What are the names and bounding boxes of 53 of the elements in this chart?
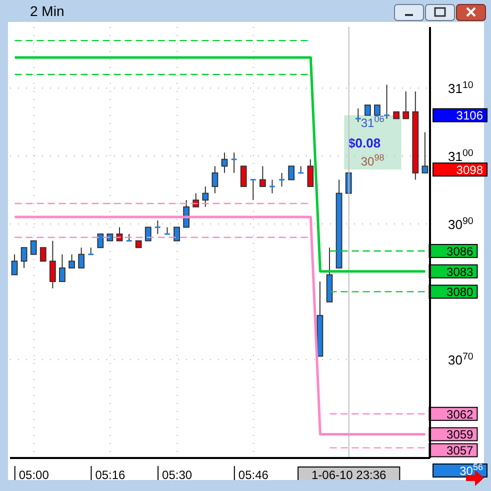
x-tick-label: 05:30 — [162, 468, 192, 482]
text: 3098 — [456, 163, 484, 178]
candlestick — [11, 254, 18, 276]
candlestick — [230, 152, 238, 174]
candlestick — [68, 254, 75, 268]
data-label: 3080 — [446, 285, 474, 300]
x-tick-label: 1-06-10 23:36 — [311, 468, 387, 482]
data-label: 3083 — [446, 264, 474, 279]
candlestick — [49, 240, 56, 289]
chart-title: 2 Min — [30, 3, 64, 19]
candlestick — [364, 104, 371, 116]
candlestick — [164, 226, 171, 235]
candlestick — [402, 90, 410, 120]
candlestick — [354, 108, 362, 123]
candlestick — [154, 220, 162, 235]
candlestick — [374, 104, 380, 116]
candlestick — [40, 247, 46, 262]
candlestick — [250, 178, 257, 201]
annotation: 31$^{06}$ — [360, 114, 384, 130]
candlestick — [278, 172, 286, 188]
candlestick — [202, 186, 209, 208]
y-tick-label: 31$^{10}$ — [448, 80, 474, 96]
x-tick-label: 05:46 — [238, 468, 269, 482]
x-tick-label: 05:16 — [95, 468, 126, 482]
band-label: $0.08 — [348, 135, 381, 150]
candlestick — [78, 247, 85, 268]
candlestick — [192, 192, 200, 208]
candlestick — [383, 84, 390, 120]
candlestick — [422, 132, 428, 174]
candlestick — [212, 166, 218, 194]
candlestick — [307, 158, 314, 188]
candlestick — [240, 166, 247, 188]
candlestick — [144, 226, 152, 242]
text: 30$^{56}$ — [460, 462, 483, 478]
data-label: 3059 — [446, 428, 474, 442]
data-label: 3057 — [446, 444, 474, 458]
annotation: 30$^{98}$ — [360, 152, 384, 169]
y-tick-label: 31$^{00}$ — [448, 147, 474, 164]
text: 3106 — [456, 108, 484, 123]
data-label: 3062 — [446, 407, 474, 422]
candlestick — [268, 179, 276, 194]
candlestick — [30, 240, 37, 255]
candlestick — [174, 226, 180, 242]
y-tick-label: 30$^{70}$ — [448, 351, 474, 368]
candlestick — [259, 166, 266, 188]
candlestick — [97, 234, 104, 248]
y-tick-label: 30$^{90}$ — [448, 215, 474, 232]
candlestick — [59, 254, 66, 282]
candlestick — [221, 152, 228, 174]
candlestick — [288, 166, 295, 180]
data-label: 3086 — [446, 244, 474, 258]
x-tick-label: 05:00 — [18, 468, 50, 482]
candlestick — [20, 247, 28, 268]
